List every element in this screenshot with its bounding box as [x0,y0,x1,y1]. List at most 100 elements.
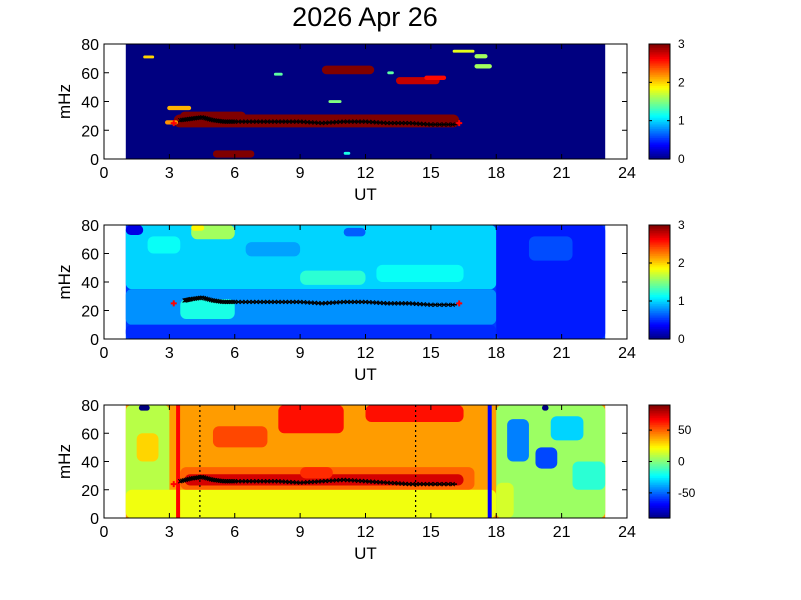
heatmap-cell [300,270,366,285]
colorbar-segment [649,301,670,304]
ridge-point [377,479,383,485]
ridge-point [228,119,234,124]
heatmap-cell [387,71,394,75]
ridge-point [363,478,368,484]
heatmap-cell [376,264,464,282]
colorbar-segment [649,422,670,426]
ridge-point [330,478,336,483]
ridge-point [275,478,281,484]
colorbar-tick-label: 3 [678,37,685,51]
ridge-point [348,477,354,483]
colorbar-segment [649,67,670,70]
ridge-point [330,119,336,125]
x-tick-label: 6 [230,165,239,182]
heatmap-cell [424,75,447,80]
heatmap-cell [496,225,606,339]
colorbar-segment [649,505,670,509]
ridge-point [432,481,438,487]
y-tick-label: 40 [81,275,99,292]
ridge-point [395,120,401,126]
colorbar-segment [649,475,670,478]
colorbar-segment [649,507,670,510]
colorbar-segment [649,337,670,340]
ridge-point [268,119,274,124]
x-tick-label: 3 [165,345,174,362]
colorbar-segment [649,262,670,265]
ridge-point [239,299,245,305]
ridge-point [221,119,227,124]
colorbar-segment [649,326,670,329]
ridge-point [355,299,361,305]
colorbar-segment [649,87,670,90]
ridge-point [268,299,274,305]
y-tick-label: 0 [90,511,99,528]
heatmap-cell [167,105,192,111]
colorbar-segment [649,321,670,324]
ridge-point [226,299,232,305]
ridge-point [243,119,248,124]
colorbar-segment [649,233,670,237]
ridge-point [221,478,227,484]
ridge-point [305,119,310,125]
ridge-point [352,299,357,305]
ridge-point [388,301,394,306]
colorbar-segment [649,472,670,475]
ridge-point [279,119,285,124]
colorbar-segment [649,412,670,415]
colorbar-segment [649,103,670,106]
colorbar-segment [649,456,670,459]
colorbar-segment [649,264,670,267]
colorbar-segment [649,479,670,482]
ridge-point [275,119,281,124]
ridge-point [424,121,430,127]
ridge-point [323,478,328,484]
ridge-point [334,477,339,483]
ridge-point [243,299,248,305]
y-axis-label: mHz [55,444,74,479]
colorbar-segment [649,128,670,131]
colorbar-segment [649,299,670,303]
ridge-point [410,301,416,306]
x-tick-label: 18 [487,345,505,362]
colorbar-segment [649,110,670,113]
ridge-point [301,480,307,485]
colorbar-segment [649,260,670,264]
y-axis-label: mHz [55,84,74,119]
x-tick-label: 21 [553,165,571,182]
colorbar-segment [649,253,670,256]
ridge-point [228,299,234,305]
colorbar-segment [649,426,670,429]
colorbar-tick-label: 2 [678,256,685,270]
colorbar-segment [649,449,670,452]
colorbar-segment [649,155,670,158]
colorbar-segment [649,406,670,410]
colorbar-segment [649,424,670,427]
ridge-point [275,299,281,305]
heatmap-cell [273,72,283,76]
colorbar-segment [649,493,670,496]
colorbar-segment [649,408,670,411]
colorbar-segment [649,333,670,337]
colorbar-segment [649,415,670,418]
colorbar-segment [649,74,670,77]
colorbar-segment [649,436,670,440]
x-tick-label: 12 [357,165,375,182]
ridge-point [450,302,456,308]
colorbar-segment [649,512,670,516]
ridge-point [377,120,383,125]
colorbar-segment [649,139,670,142]
ridge-point [428,302,434,308]
colorbar-segment [649,47,670,50]
ridge-point [428,481,434,487]
ridge-point [348,119,354,124]
ridge-point [441,481,447,487]
colorbar-segment [649,237,670,240]
colorbar-segment [649,489,670,493]
colorbar-segment [649,429,670,433]
ridge-point [236,299,241,305]
ridge-point [254,299,259,305]
y-tick-label: 60 [81,426,99,443]
heatmap-cell [343,151,351,155]
ridge-point [392,301,397,306]
